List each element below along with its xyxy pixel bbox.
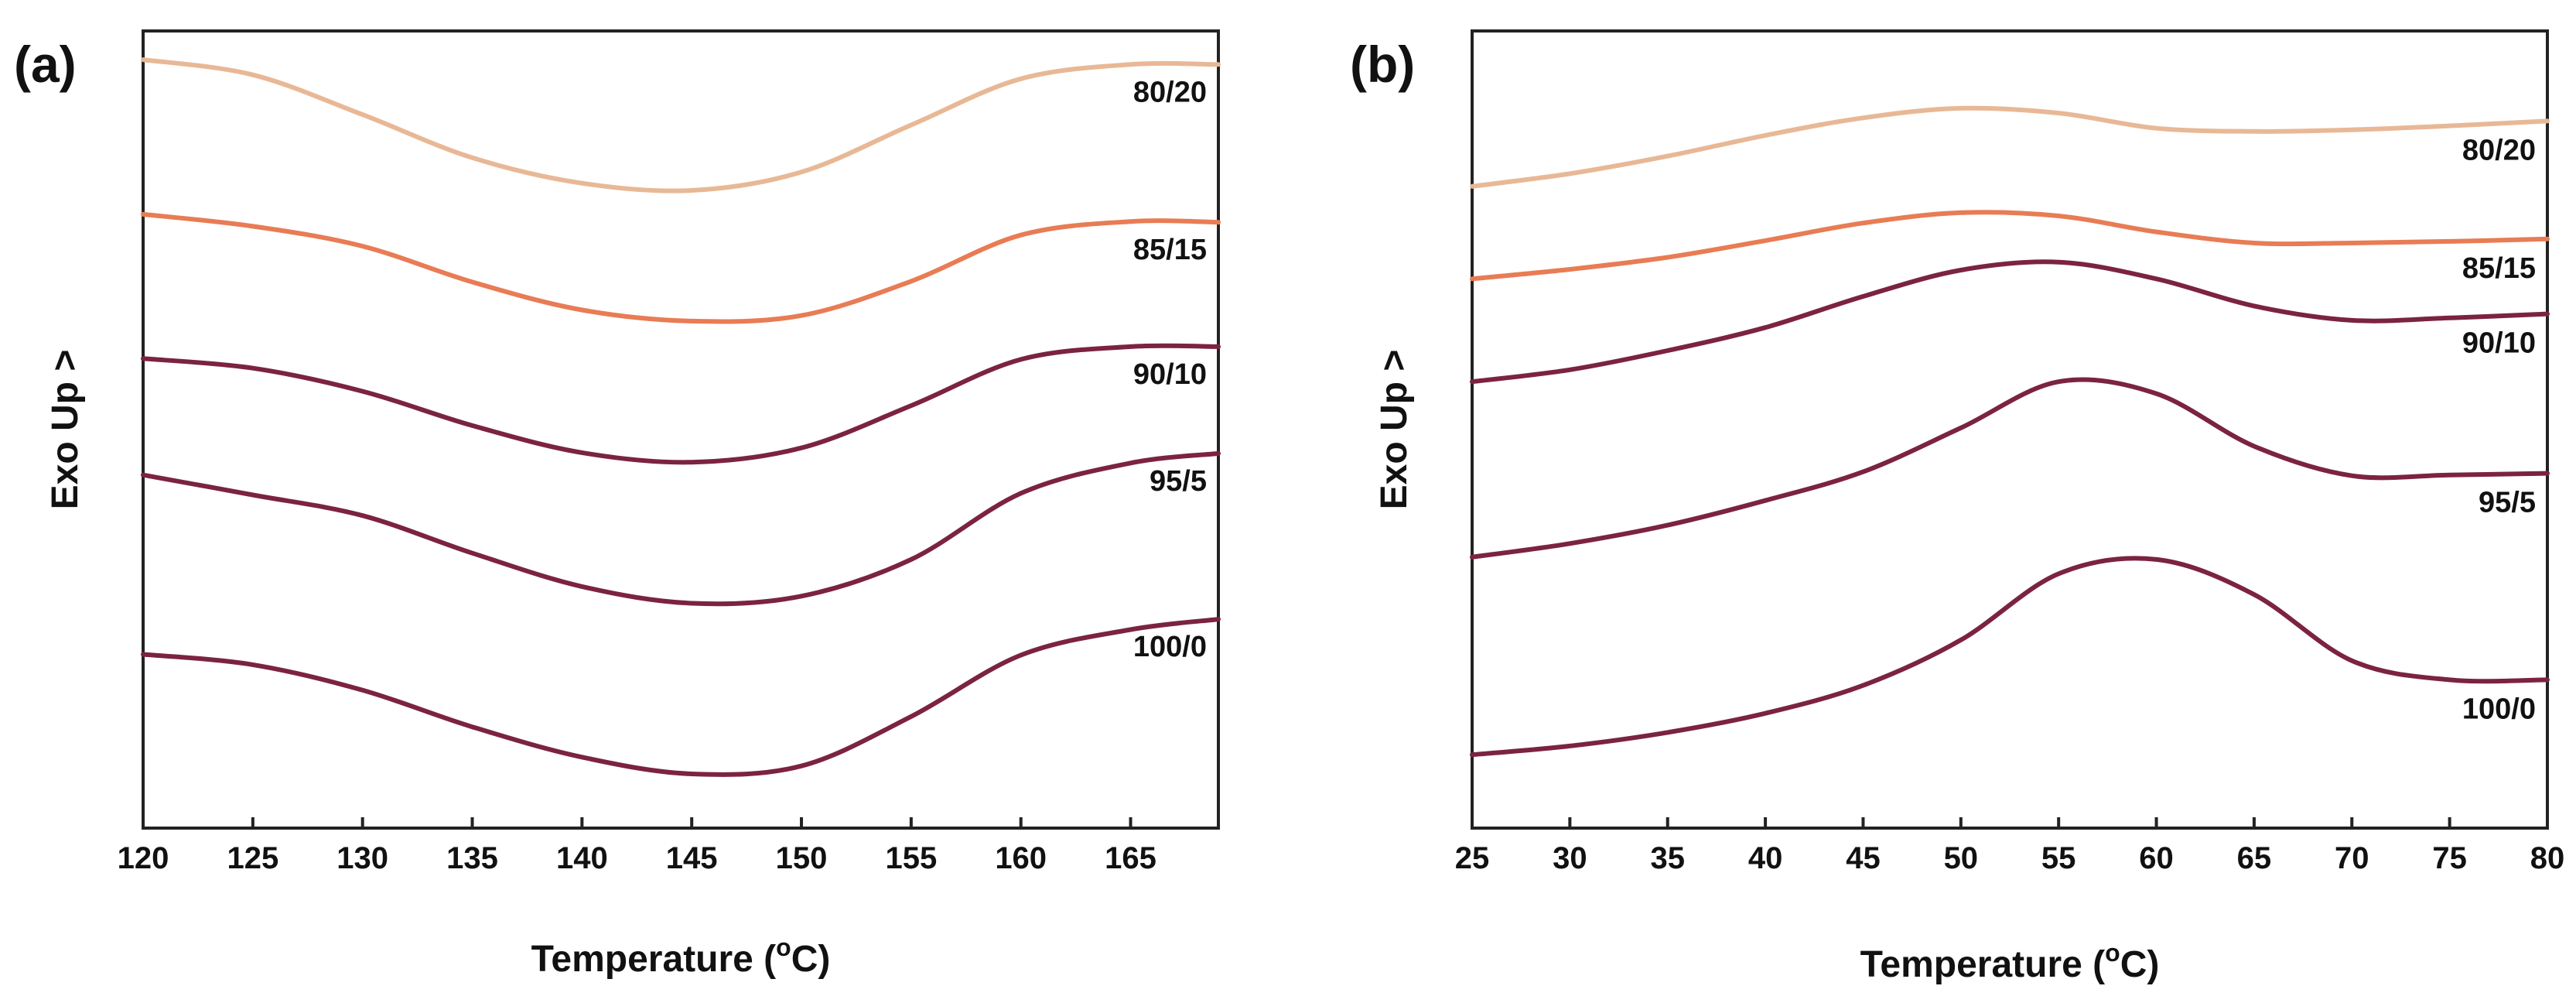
- x-tick-label-a-7: 155: [885, 841, 937, 875]
- x-tick-label-b-4: 45: [1846, 841, 1881, 875]
- x-tick-label-a-2: 130: [337, 841, 388, 875]
- x-tick-label-a-4: 140: [556, 841, 608, 875]
- series-label-b-80-20: 80/20: [2462, 134, 2536, 166]
- x-tick-label-a-9: 165: [1105, 841, 1156, 875]
- plot-frame-a: [142, 29, 1220, 830]
- x-tick-label-b-6: 55: [2041, 841, 2076, 875]
- x-tick-label-b-10: 75: [2432, 841, 2467, 875]
- plot-frame-b: [1471, 29, 2549, 830]
- x-tick-label-b-9: 70: [2335, 841, 2369, 875]
- series-line-b-90-10: [1470, 259, 2550, 385]
- series-label-a-85-15: 85/15: [1133, 234, 1207, 266]
- x-tick-label-b-5: 50: [1944, 841, 1979, 875]
- series-labels-b: 80/20 85/15 90/10 95/5 100/0: [2462, 134, 2536, 725]
- x-tick-label-b-0: 25: [1455, 841, 1490, 875]
- x-tick-label-a-8: 160: [995, 841, 1047, 875]
- x-tick-label-b-3: 40: [1748, 841, 1783, 875]
- series-line-b-80-20: [1470, 105, 2550, 189]
- series-line-a-85-15: [141, 211, 1221, 324]
- x-ticks-b: 25 30 35 40 45 50 55 60 65 70 75 80: [1455, 817, 2565, 875]
- series-labels-a: 80/20 85/15 90/10 95/5 100/0: [1133, 76, 1207, 663]
- series-line-a-80-20: [141, 57, 1221, 193]
- series-label-b-95-5: 95/5: [2479, 487, 2536, 519]
- x-tick-label-b-8: 65: [2237, 841, 2272, 875]
- x-tick-label-a-0: 120: [118, 841, 169, 875]
- panel-label-b: (b): [1350, 36, 1415, 93]
- series-curves-b: [1470, 105, 2550, 758]
- x-tick-label-b-7: 60: [2139, 841, 2174, 875]
- series-label-a-90-10: 90/10: [1133, 358, 1207, 391]
- x-axis-label-a: Temperature (oC): [531, 933, 831, 980]
- series-line-b-100-0: [1470, 556, 2550, 758]
- x-tick-label-a-6: 150: [776, 841, 828, 875]
- svg-text:Exo Up >: Exo Up >: [1374, 350, 1415, 510]
- series-line-a-95-5: [141, 450, 1221, 607]
- y-axis-label-b: Exo Up >: [1374, 350, 1415, 510]
- y-axis-label-a: Exo Up >: [45, 350, 86, 510]
- x-axis-label-b: Temperature (oC): [1860, 939, 2160, 985]
- series-line-a-90-10: [141, 343, 1221, 465]
- svg-text:Exo Up >: Exo Up >: [45, 350, 86, 510]
- x-tick-label-a-1: 125: [227, 841, 278, 875]
- series-label-b-100-0: 100/0: [2462, 693, 2536, 725]
- series-label-b-85-15: 85/15: [2462, 252, 2536, 285]
- x-tick-label-a-5: 145: [666, 841, 718, 875]
- x-tick-label-b-2: 35: [1650, 841, 1685, 875]
- series-label-a-95-5: 95/5: [1150, 465, 1207, 498]
- series-line-b-85-15: [1470, 210, 2550, 282]
- x-ticks-a: 120 125 130 135 140 145 150 155 160 165: [118, 817, 1156, 875]
- series-label-a-100-0: 100/0: [1133, 631, 1207, 663]
- series-curves-a: [141, 57, 1221, 777]
- panel-a: (a) Exo Up > Temperature (oC) 120 125 130 1…: [14, 29, 1221, 980]
- panel-b: (b) Exo Up > Temperature (oC) 25 30 35 40 45…: [1350, 29, 2565, 985]
- x-tick-label-b-1: 30: [1553, 841, 1587, 875]
- x-tick-label-b-11: 80: [2530, 841, 2565, 875]
- series-label-a-80-20: 80/20: [1133, 76, 1207, 108]
- series-label-b-90-10: 90/10: [2462, 327, 2536, 360]
- series-line-b-95-5: [1470, 377, 2550, 560]
- panel-label-a: (a): [14, 36, 77, 93]
- x-tick-label-a-3: 135: [446, 841, 498, 875]
- series-line-a-100-0: [141, 617, 1221, 777]
